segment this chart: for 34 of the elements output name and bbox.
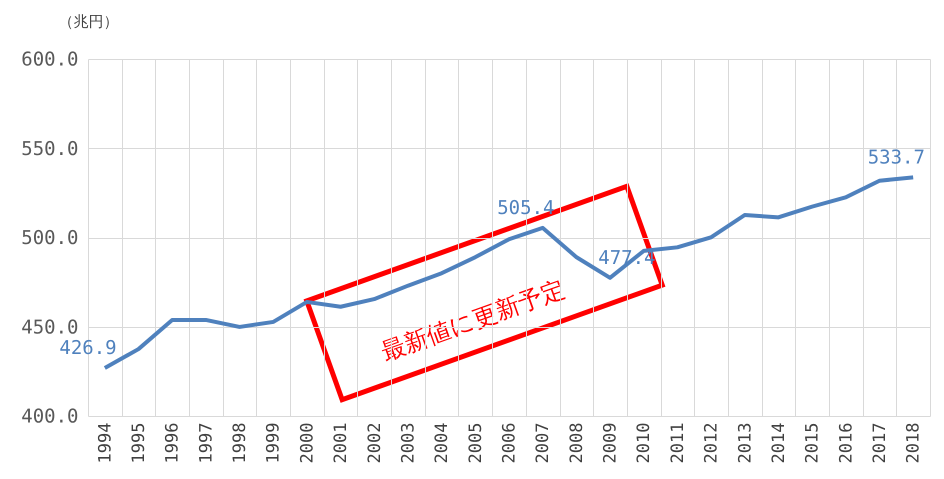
x-tick-label: 2014 <box>768 422 789 464</box>
x-tick-label: 2009 <box>600 422 621 464</box>
x-tick-label: 2013 <box>735 422 756 464</box>
x-tick-label: 2016 <box>836 422 856 464</box>
x-tick-label: 1994 <box>95 422 116 464</box>
x-tick-label: 2000 <box>297 422 318 464</box>
x-tick-label: 1996 <box>162 422 183 464</box>
x-tick-label: 2012 <box>702 422 722 464</box>
data-label: 533.7 <box>868 146 925 168</box>
data-label: 426.9 <box>59 336 117 359</box>
x-tick-label: 2015 <box>802 422 823 464</box>
y-tick-label: 450.0 <box>21 316 78 338</box>
x-tick-label: 1997 <box>196 422 216 464</box>
x-tick-label: 2005 <box>466 422 486 464</box>
x-tick-label: 2004 <box>432 422 452 464</box>
y-axis-title: （兆円） <box>58 14 118 30</box>
y-tick-label: 600.0 <box>21 48 78 70</box>
x-tick-label: 2018 <box>904 422 924 464</box>
y-tick-label: 500.0 <box>21 227 78 249</box>
x-tick-label: 2003 <box>398 422 418 464</box>
x-tick-label: 2010 <box>634 422 654 464</box>
x-tick-label: 1999 <box>264 422 284 464</box>
x-tick-label: 2007 <box>533 422 554 464</box>
x-tick-label: 2001 <box>331 422 352 464</box>
data-label: 505.4 <box>497 196 554 219</box>
x-tick-label: 2011 <box>668 422 688 464</box>
x-tick-label: 2008 <box>566 422 587 464</box>
y-tick-label: 400.0 <box>21 406 78 428</box>
x-tick-label: 1995 <box>129 422 150 464</box>
x-tick-label: 2002 <box>364 422 385 464</box>
x-tick-label: 2006 <box>500 422 520 464</box>
x-tick-label: 2017 <box>870 422 890 464</box>
x-tick-label: 1998 <box>230 422 250 464</box>
y-tick-label: 550.0 <box>21 138 78 160</box>
